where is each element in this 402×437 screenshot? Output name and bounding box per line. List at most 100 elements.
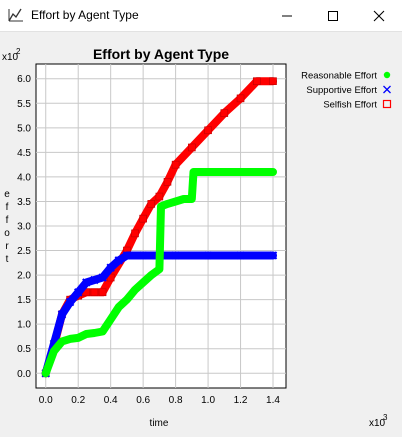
legend-label-supportive-effort: Supportive Effort — [306, 85, 377, 96]
x-tick-label: 1.0 — [201, 395, 215, 406]
y-axis-label-letter: o — [4, 228, 10, 239]
reasonable-effort-point — [269, 168, 277, 176]
minimize-icon — [282, 15, 292, 17]
reasonable-effort-point — [180, 195, 188, 203]
y-tick-label: 2.0 — [17, 271, 31, 282]
y-axis-label-letter: f — [6, 202, 9, 213]
maximize-icon — [328, 11, 338, 21]
x-tick-label: 0.8 — [169, 395, 183, 406]
reasonable-effort-point — [237, 168, 245, 176]
legend-label-reasonable-effort: Reasonable Effort — [301, 71, 377, 82]
x-tick-label: 0.6 — [136, 395, 150, 406]
reasonable-effort-point — [147, 271, 155, 279]
y-tick-label: 4.5 — [17, 148, 31, 159]
selfish-effort-point — [163, 178, 172, 186]
legend-label-selfish-effort: Selfish Effort — [323, 100, 377, 111]
chart-app-icon — [8, 8, 23, 22]
supportive-effort-point — [57, 310, 67, 319]
reasonable-effort-point — [123, 296, 131, 304]
reasonable-effort-point — [58, 337, 66, 345]
supportive-effort-point — [122, 251, 132, 260]
selfish-effort-point — [269, 77, 277, 85]
supportive-effort-point — [106, 263, 115, 272]
reasonable-effort-point — [189, 168, 197, 176]
y-axis-label-letter: t — [6, 254, 9, 265]
supportive-effort-point — [171, 251, 180, 260]
y-tick-label: 3.5 — [17, 197, 31, 208]
y-axis-label-letter: f — [6, 215, 9, 226]
selfish-effort-point — [139, 214, 147, 223]
supportive-effort-point — [65, 297, 75, 307]
maximize-button[interactable] — [310, 0, 356, 31]
legend-marker-reasonable-effort — [383, 71, 391, 79]
selfish-effort-point — [155, 192, 164, 201]
selfish-effort-point — [204, 126, 212, 135]
y-axis-label-letter: r — [5, 241, 9, 252]
y-tick-label: 3.0 — [17, 222, 31, 233]
effort-chart: 0.0 0.2 0.4 0.6 0.8 1.0 1.2 1.4 0.0 0.5 1.0 1.5 2.0 2… — [2, 46, 392, 429]
minimize-button[interactable] — [264, 0, 310, 31]
selfish-effort-point — [90, 288, 99, 297]
y-tick-label: 1.5 — [17, 295, 31, 306]
supportive-effort-point — [98, 273, 107, 282]
y-tick-label: 2.5 — [17, 246, 31, 257]
reasonable-effort-point — [115, 303, 123, 311]
selfish-effort-point — [236, 94, 245, 103]
reasonable-effort-point — [155, 265, 163, 273]
selfish-effort-point — [131, 229, 139, 238]
y-tick-label: 4.0 — [17, 172, 31, 183]
y-axis-label-letter: e — [4, 189, 10, 200]
reasonable-effort-point — [90, 329, 98, 337]
x-tick-label: 1.2 — [234, 395, 248, 406]
y-tick-label: 6.0 — [17, 74, 31, 85]
y-tick-label: 0.0 — [17, 369, 31, 380]
reasonable-effort-point — [131, 286, 139, 294]
y-tick-label: 5.5 — [17, 99, 31, 110]
x-tick-label: 1.4 — [266, 395, 280, 406]
y-tick-label: 1.0 — [17, 320, 31, 331]
supportive-effort-point — [90, 275, 99, 285]
title-bar: Effort by Agent Type — [0, 0, 402, 32]
close-button[interactable] — [356, 0, 402, 31]
chart-area: 0.0 0.2 0.4 0.6 0.8 1.0 1.2 1.4 0.0 0.5 1.0 1.5 2.0 2… — [0, 32, 402, 432]
supportive-effort-point — [114, 256, 123, 265]
selfish-effort-point — [220, 109, 229, 117]
x-axis-multiplier-exponent: 3 — [383, 413, 388, 422]
x-tick-label: 0.2 — [71, 395, 85, 406]
y-axis-multiplier-exponent: 2 — [16, 47, 21, 56]
y-axis-multiplier: x10 — [2, 52, 19, 63]
reasonable-effort-point — [139, 278, 147, 286]
x-axis-multiplier: x10 — [369, 418, 386, 429]
y-tick-label: 5.0 — [17, 123, 31, 134]
y-tick-label: 0.5 — [17, 344, 31, 355]
reasonable-effort-point — [74, 334, 82, 342]
selfish-effort-point — [98, 288, 107, 297]
legend-marker-supportive-effort — [383, 85, 391, 94]
reasonable-effort-point — [204, 168, 212, 176]
supportive-effort-line — [45, 255, 273, 374]
reasonable-effort-point — [157, 202, 165, 210]
supportive-effort-point — [138, 251, 148, 260]
chart-title: Effort by Agent Type — [93, 46, 229, 62]
legend-marker-selfish-effort — [382, 99, 392, 109]
supportive-effort-point — [268, 251, 278, 260]
x-axis-label: time — [150, 418, 169, 429]
selfish-effort-point — [188, 143, 196, 152]
reasonable-effort-point — [172, 197, 180, 205]
window-title: Effort by Agent Type — [31, 8, 139, 22]
supportive-effort-point — [203, 251, 213, 260]
x-tick-label: 0.4 — [104, 395, 118, 406]
reasonable-effort-point — [99, 328, 107, 336]
selfish-effort-point — [171, 160, 180, 169]
reasonable-effort-point — [107, 315, 115, 323]
reasonable-effort-point — [42, 369, 50, 377]
close-icon — [373, 10, 385, 22]
supportive-effort-point — [236, 251, 245, 260]
x-tick-label: 0.0 — [39, 395, 53, 406]
reasonable-effort-point — [82, 330, 90, 338]
selfish-effort-point — [252, 77, 261, 85]
selfish-effort-point — [147, 200, 156, 208]
supportive-effort-point — [74, 288, 83, 297]
reasonable-effort-point — [50, 347, 58, 355]
supportive-effort-point — [82, 278, 91, 287]
